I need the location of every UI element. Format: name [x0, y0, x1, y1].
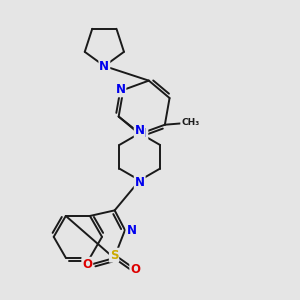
Text: N: N [116, 83, 125, 96]
Text: CH₃: CH₃ [181, 118, 199, 127]
Text: S: S [110, 249, 118, 262]
Text: N: N [135, 124, 145, 137]
Text: O: O [130, 263, 140, 276]
Text: N: N [135, 176, 145, 189]
Text: N: N [127, 224, 136, 237]
Text: N: N [137, 128, 147, 140]
Text: O: O [82, 258, 92, 271]
Text: N: N [99, 60, 110, 73]
